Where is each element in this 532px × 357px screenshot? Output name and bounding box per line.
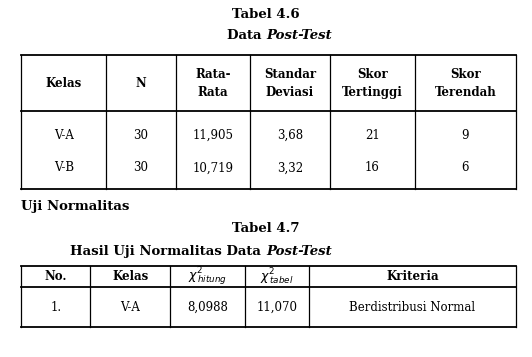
Text: V-B: V-B bbox=[54, 161, 74, 174]
Text: 16: 16 bbox=[365, 161, 380, 174]
Text: Kelas: Kelas bbox=[112, 270, 148, 283]
Text: 8,0988: 8,0988 bbox=[187, 301, 228, 313]
Text: V-A: V-A bbox=[120, 301, 140, 313]
Text: Tabel 4.6: Tabel 4.6 bbox=[232, 8, 300, 21]
Text: Post-Test: Post-Test bbox=[266, 245, 332, 258]
Text: 21: 21 bbox=[365, 129, 380, 142]
Text: 9: 9 bbox=[462, 129, 469, 142]
Text: Standar
Deviasi: Standar Deviasi bbox=[264, 67, 316, 99]
Text: 3,32: 3,32 bbox=[277, 161, 303, 174]
Text: No.: No. bbox=[45, 270, 67, 283]
Text: Tabel 4.7: Tabel 4.7 bbox=[232, 222, 300, 235]
Text: 6: 6 bbox=[462, 161, 469, 174]
Text: Kelas: Kelas bbox=[46, 76, 82, 90]
Text: $\chi^2_{\,hitung}$: $\chi^2_{\,hitung}$ bbox=[188, 266, 227, 288]
Text: $\chi^2_{\,tabel}$: $\chi^2_{\,tabel}$ bbox=[260, 267, 293, 287]
Text: V-A: V-A bbox=[54, 129, 74, 142]
Text: 30: 30 bbox=[134, 129, 148, 142]
Text: Data: Data bbox=[227, 29, 266, 42]
Text: Berdistribusi Normal: Berdistribusi Normal bbox=[349, 301, 476, 313]
Text: Hasil Uji Normalitas Data: Hasil Uji Normalitas Data bbox=[71, 245, 266, 258]
Text: Skor
Terendah: Skor Terendah bbox=[435, 67, 496, 99]
Text: Rata-
Rata: Rata- Rata bbox=[195, 67, 230, 99]
Text: 11,905: 11,905 bbox=[192, 129, 234, 142]
Text: 3,68: 3,68 bbox=[277, 129, 303, 142]
Text: N: N bbox=[136, 76, 146, 90]
Text: 10,719: 10,719 bbox=[192, 161, 234, 174]
Text: Uji Normalitas: Uji Normalitas bbox=[21, 200, 130, 213]
Text: Skor
Tertinggi: Skor Tertinggi bbox=[342, 67, 403, 99]
Text: 1.: 1. bbox=[51, 301, 61, 313]
Text: 11,070: 11,070 bbox=[256, 301, 297, 313]
Text: Post-Test: Post-Test bbox=[266, 29, 332, 42]
Text: 30: 30 bbox=[134, 161, 148, 174]
Text: Kriteria: Kriteria bbox=[386, 270, 438, 283]
